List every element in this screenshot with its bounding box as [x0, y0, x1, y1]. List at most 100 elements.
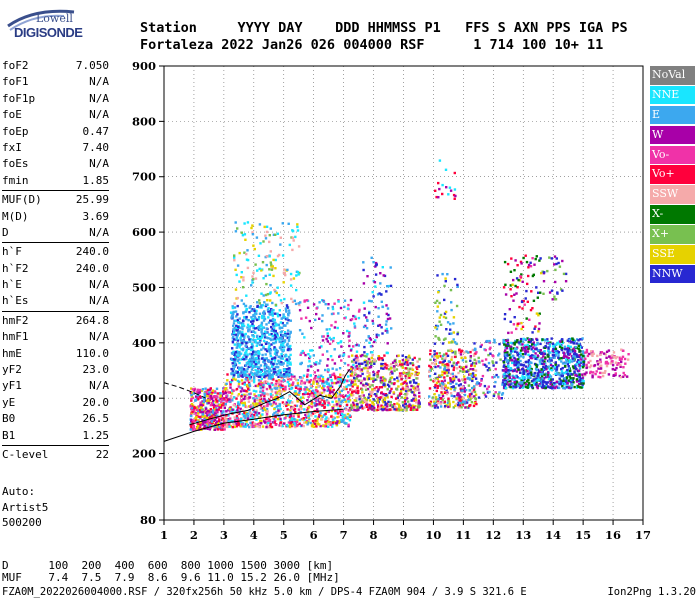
echo-point — [287, 359, 290, 363]
echo-point — [220, 398, 224, 401]
echo-point — [374, 261, 378, 265]
echo-point — [199, 421, 202, 424]
echo-point — [289, 363, 292, 366]
echo-point — [514, 350, 517, 353]
echo-point — [492, 355, 495, 358]
echo-point — [527, 367, 530, 370]
echo-point — [274, 395, 277, 399]
echo-point — [577, 344, 580, 347]
echo-point — [256, 370, 260, 374]
echo-point — [349, 318, 352, 322]
echo-point — [534, 363, 538, 366]
echo-point — [248, 393, 251, 396]
echo-point — [323, 400, 326, 403]
auto-program: Artist5 — [2, 500, 49, 514]
echo-point — [498, 391, 501, 394]
echo-point — [400, 375, 403, 378]
param-label: C-level — [2, 447, 49, 461]
echo-point — [269, 386, 272, 389]
echo-point — [236, 408, 239, 412]
echo-point — [232, 374, 236, 377]
echo-point — [361, 391, 364, 394]
echo-point — [444, 405, 447, 408]
echo-point — [388, 380, 392, 383]
echo-point — [215, 420, 218, 423]
echo-point — [543, 360, 546, 363]
echo-point — [488, 339, 491, 343]
echo-point — [347, 384, 350, 387]
echo-point — [310, 386, 313, 389]
echo-point — [459, 366, 463, 369]
echo-point — [373, 340, 376, 344]
param-label: foF1 — [2, 75, 29, 89]
echo-point — [261, 406, 264, 410]
echo-point — [557, 356, 560, 359]
echo-point — [218, 426, 221, 429]
echo-point — [367, 357, 371, 361]
echo-point — [282, 313, 285, 316]
echo-point — [375, 386, 378, 389]
echo-point — [339, 409, 342, 412]
echo-point — [450, 364, 454, 368]
echo-point — [316, 369, 320, 372]
echo-point — [547, 348, 550, 351]
echo-point — [259, 414, 263, 417]
param-row: h`F 240.0 — [2, 244, 109, 260]
echo-point — [202, 400, 206, 404]
echo-point — [413, 393, 416, 397]
echo-point — [370, 256, 373, 259]
param-value: 110.0 — [75, 346, 109, 360]
echo-point — [252, 271, 255, 274]
echo-point — [338, 384, 342, 387]
echo-point — [247, 385, 250, 389]
echo-point — [296, 270, 300, 274]
echo-point — [548, 345, 552, 348]
echo-point — [290, 236, 293, 239]
echo-point — [265, 425, 268, 429]
echo-point — [565, 380, 568, 383]
echo-point — [348, 344, 351, 348]
echo-point — [253, 327, 257, 330]
echo-point — [365, 316, 368, 319]
echo-point — [326, 364, 329, 367]
echo-point — [274, 347, 277, 350]
echo-point — [236, 344, 239, 347]
echo-point — [289, 414, 292, 417]
echo-point — [407, 372, 410, 375]
echo-point — [250, 324, 253, 327]
echo-point — [278, 403, 282, 406]
echo-point — [189, 391, 192, 394]
echo-point — [255, 356, 258, 360]
echo-point — [557, 351, 561, 354]
echo-point — [258, 267, 261, 271]
x-tick-label: 2 — [190, 528, 198, 542]
echo-point — [261, 261, 265, 264]
echo-point — [277, 392, 281, 395]
echo-point — [412, 391, 415, 394]
echo-point — [272, 378, 275, 381]
echo-point — [254, 317, 257, 320]
echo-point — [527, 374, 530, 378]
echo-point — [504, 344, 508, 347]
echo-point — [211, 416, 214, 419]
echo-point — [312, 382, 315, 385]
echo-point — [311, 412, 315, 415]
echo-point — [240, 271, 243, 274]
echo-point — [245, 420, 248, 423]
echo-point — [297, 393, 301, 396]
echo-point — [233, 358, 236, 361]
echo-point — [537, 291, 540, 294]
echo-point — [271, 402, 274, 406]
echo-point — [505, 358, 508, 361]
echo-point — [542, 362, 546, 366]
echo-point — [371, 319, 374, 323]
echo-point — [505, 353, 509, 356]
echo-point — [536, 341, 539, 345]
echo-point — [454, 350, 457, 353]
echo-point — [459, 369, 462, 373]
x-tick-label: 11 — [455, 528, 471, 542]
echo-point — [316, 417, 319, 420]
echo-point — [341, 419, 345, 422]
echo-point — [232, 336, 235, 339]
echo-point — [568, 361, 571, 364]
